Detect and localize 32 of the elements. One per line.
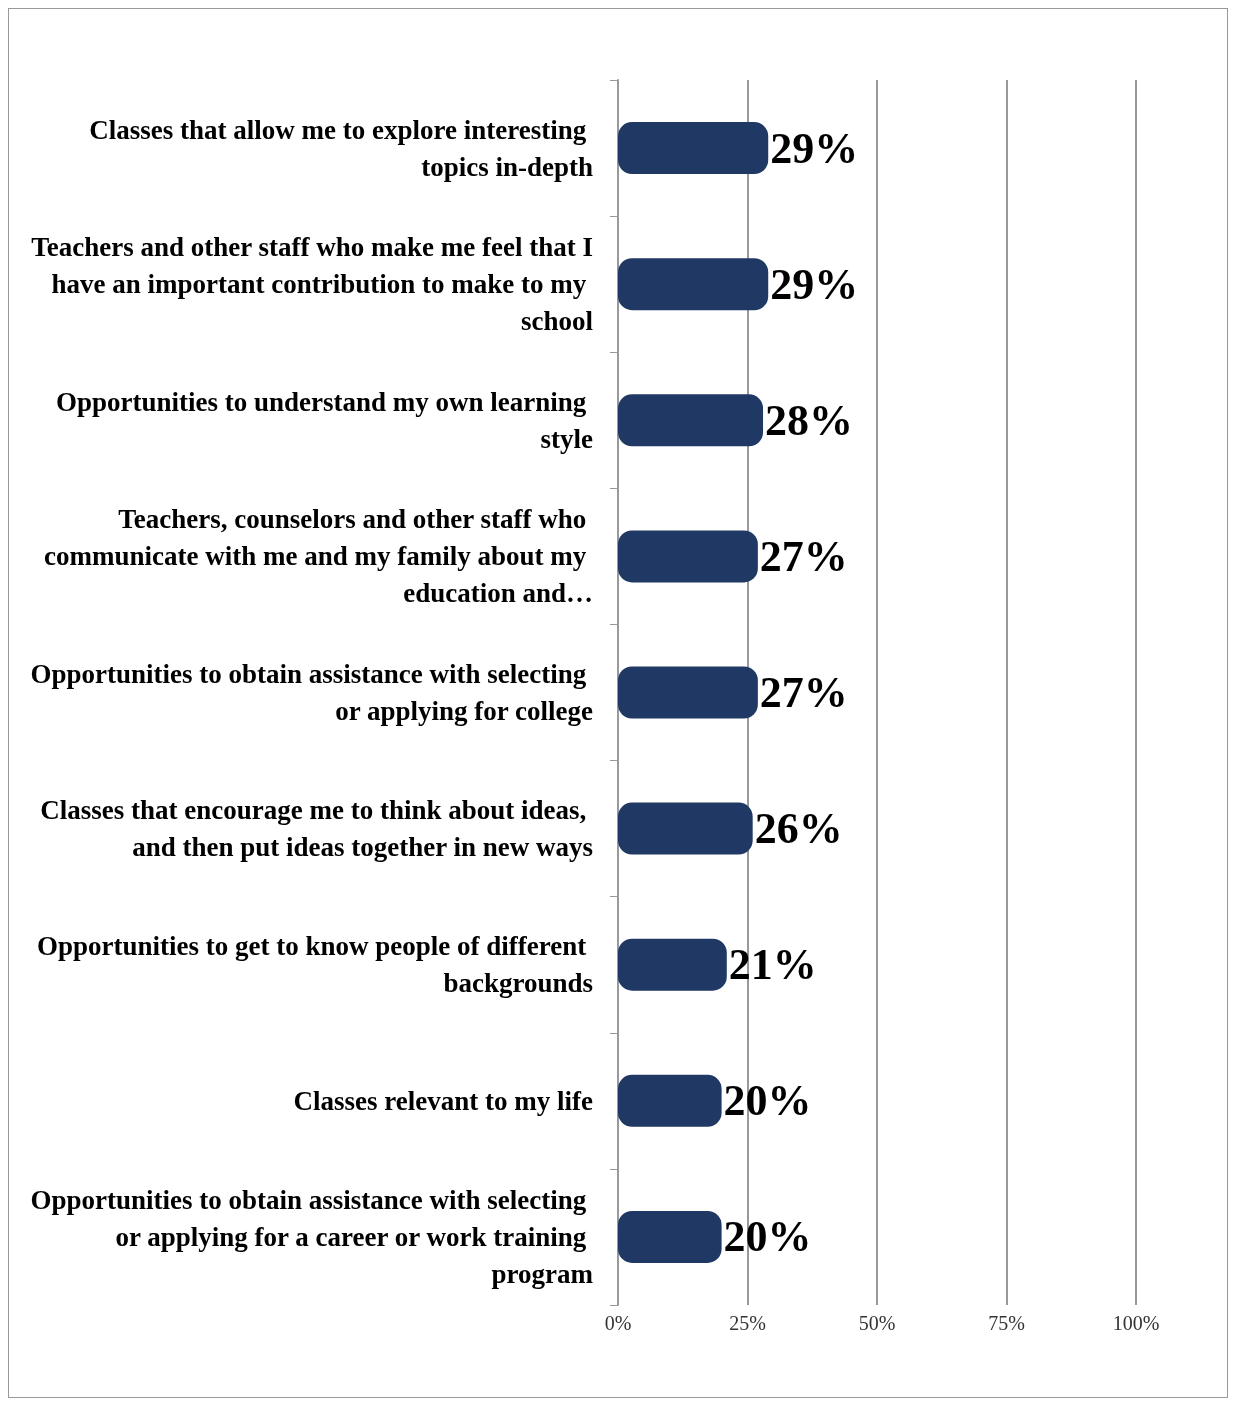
bar: [618, 1074, 722, 1127]
bar: [618, 1210, 722, 1263]
y-tick-label: Opportunities to get to know people of different backgrounds: [37, 931, 593, 999]
data-label: 28%: [765, 395, 854, 445]
data-label: 26%: [754, 804, 843, 854]
data-label: 29%: [770, 259, 859, 309]
data-label: 27%: [759, 668, 848, 717]
data-label: 29%: [770, 123, 859, 173]
y-tick-label: Opportunities to obtain assistance with selecting or applying for a career or work training program: [30, 1184, 594, 1289]
bar: [618, 802, 753, 855]
y-tick-label: Teachers, counselors and other staff who communicate with me and my family about my education and…: [44, 504, 593, 609]
bar: [618, 666, 758, 719]
x-tick-label: 75%: [988, 1312, 1025, 1334]
x-tick-label: 50%: [858, 1312, 896, 1334]
y-tick-label: Classes relevant to my life: [293, 1085, 593, 1116]
bar: [618, 938, 727, 991]
y-tick-label: Opportunities to obtain assistance with selecting or applying for college: [30, 659, 594, 726]
x-tick-label: 0%: [604, 1312, 632, 1334]
y-tick-label: Teachers and other staff who make me feel that I have an important contribution to make to my school: [31, 232, 594, 337]
bar: [618, 530, 758, 583]
bar: [618, 122, 769, 175]
y-tick-label: Classes that encourage me to think about ideas, and then put ideas together in new ways: [40, 795, 593, 863]
x-tick-label: 100%: [1112, 1312, 1160, 1334]
x-tick-label: 25%: [729, 1312, 766, 1334]
data-label: 20%: [723, 1076, 812, 1126]
data-label: 27%: [759, 531, 848, 581]
data-label: 21%: [728, 940, 817, 990]
bar: [618, 258, 769, 311]
y-tick-label: Opportunities to understand my own learning style: [55, 386, 594, 454]
bar: [618, 394, 764, 447]
data-label: 20%: [723, 1212, 812, 1262]
y-tick-label: Classes that allow me to explore interesting topics in-depth: [89, 114, 593, 182]
